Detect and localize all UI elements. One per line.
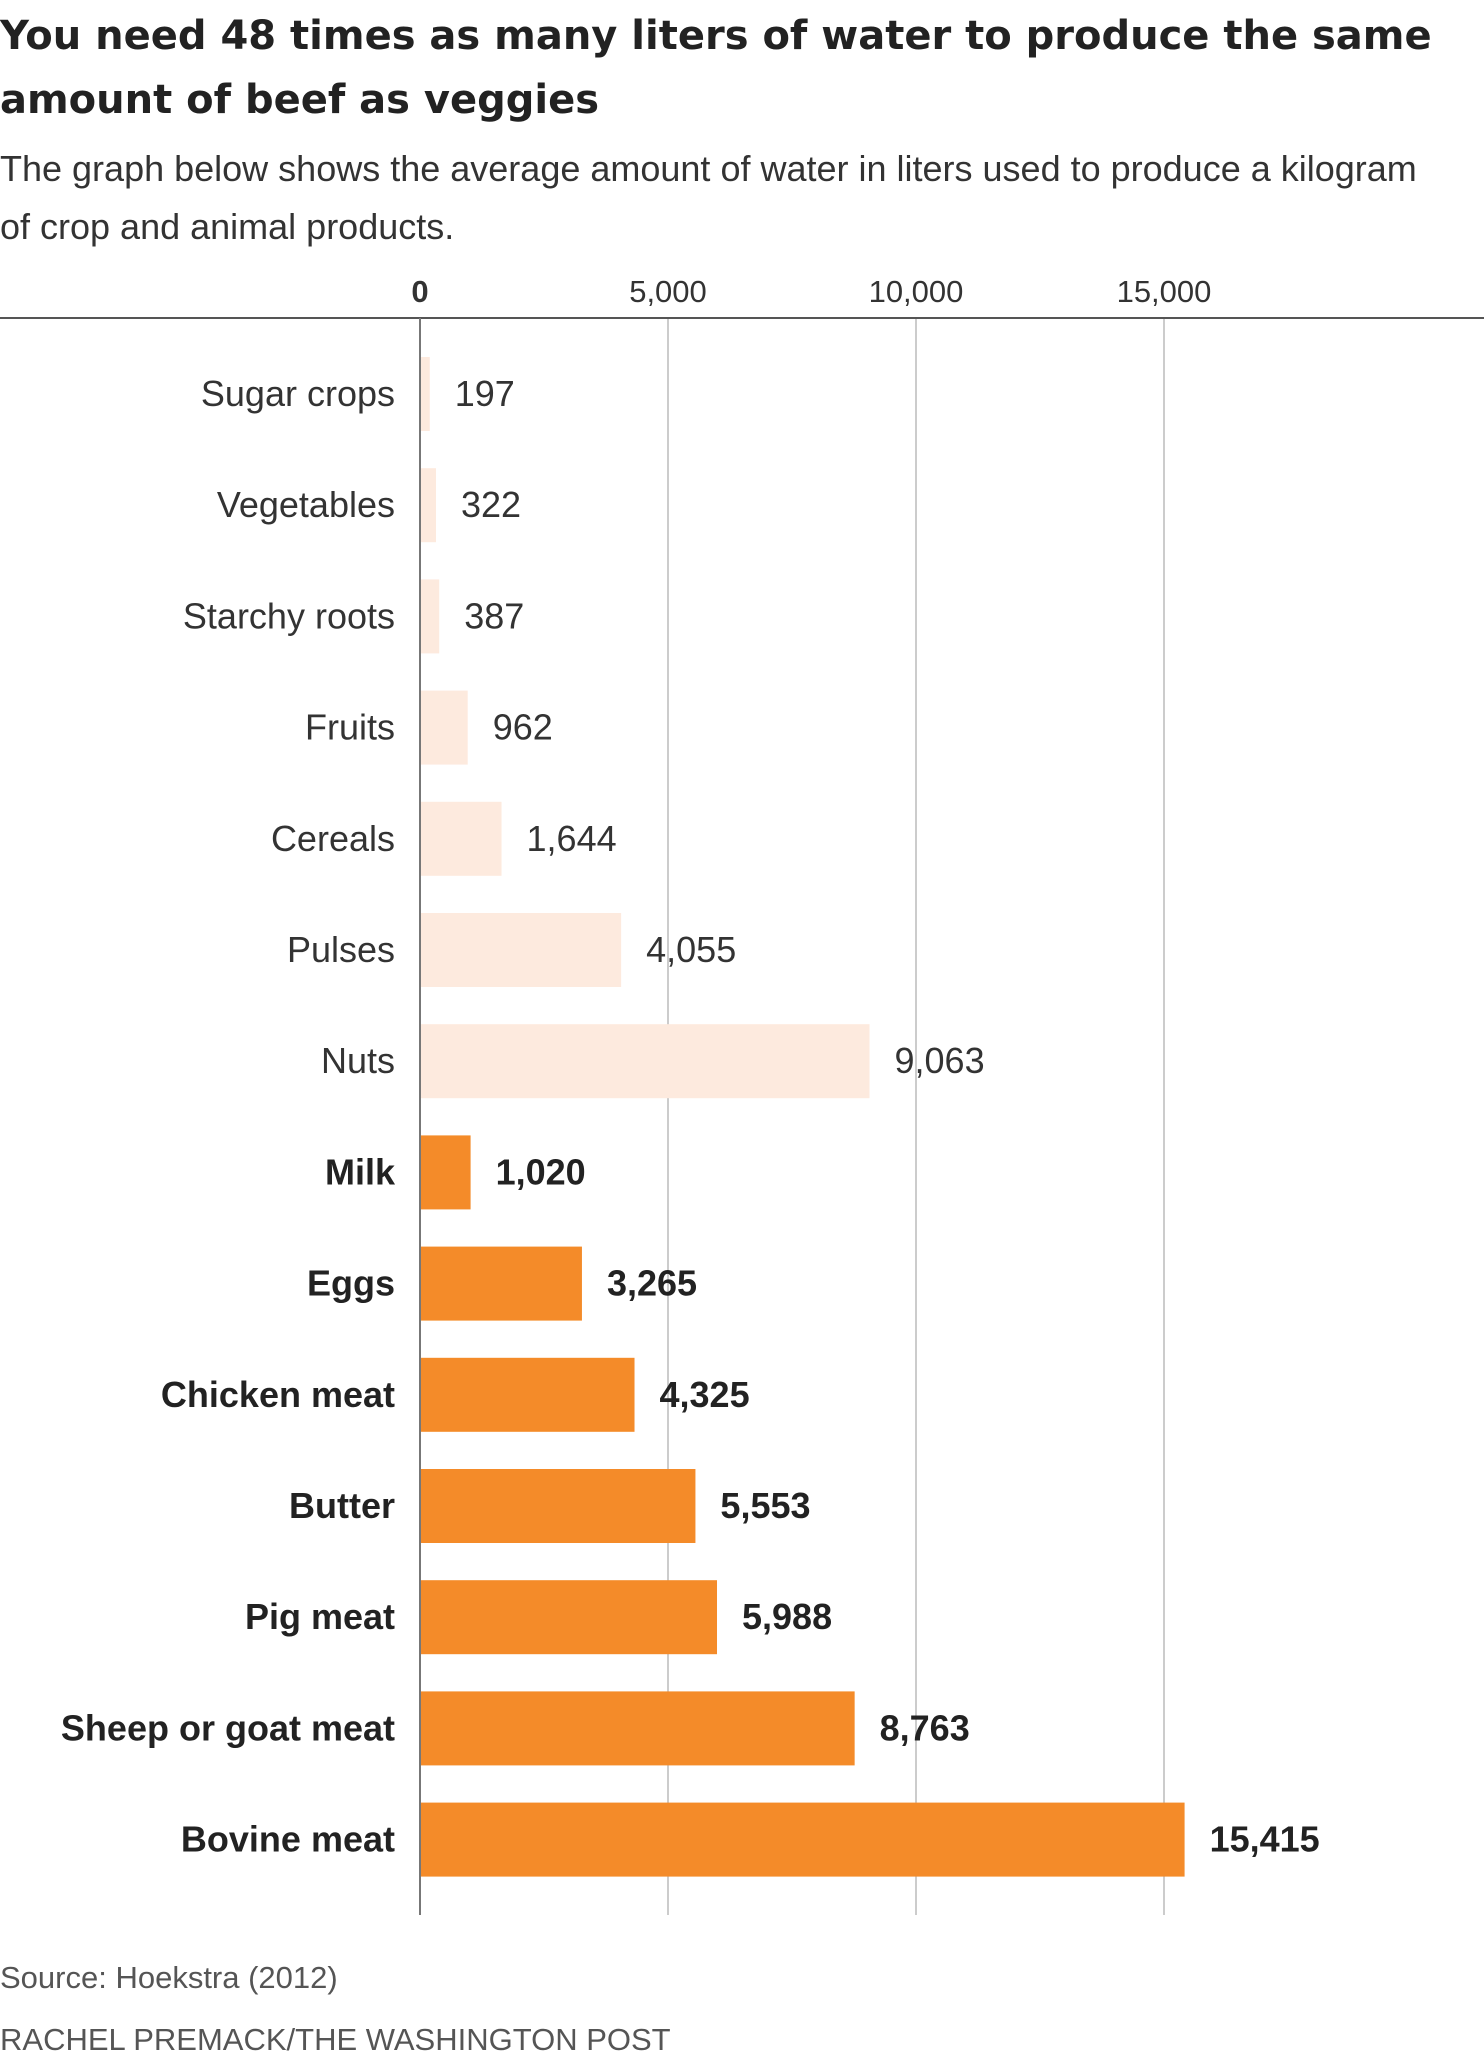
category-label: Eggs — [307, 1263, 395, 1304]
chart-title: You need 48 times as many liters of wate… — [0, 13, 1432, 123]
bar-vegetables — [420, 468, 436, 543]
category-label: Cereals — [271, 818, 395, 859]
x-tick-label: 10,000 — [869, 274, 964, 309]
value-label: 1,644 — [527, 818, 617, 859]
value-label: 322 — [461, 484, 521, 525]
value-label: 9,063 — [895, 1040, 985, 1081]
category-label: Sheep or goat meat — [61, 1707, 395, 1748]
source-note: Source: Hoekstra (2012) — [0, 1960, 338, 1995]
value-label: 387 — [464, 595, 524, 636]
gridlines — [667, 318, 1165, 1915]
bar-butter — [420, 1469, 696, 1543]
category-label: Starchy roots — [183, 595, 395, 636]
category-label: Sugar crops — [201, 373, 395, 414]
x-axis-ticks: 0 5,000 10,000 15,000 — [411, 274, 1211, 309]
bar-chicken-meat — [420, 1357, 635, 1432]
value-label: 3,265 — [607, 1263, 697, 1304]
bar-sugar-crops — [420, 357, 430, 431]
x-tick-label: 5,000 — [629, 274, 707, 309]
value-label: 197 — [455, 373, 515, 414]
category-label: Vegetables — [217, 484, 395, 525]
value-label: 15,415 — [1210, 1819, 1320, 1860]
category-label: Milk — [325, 1151, 396, 1192]
category-label: Chicken meat — [161, 1374, 395, 1415]
bar-bovine-meat — [420, 1802, 1185, 1877]
category-label: Pulses — [287, 929, 395, 970]
value-label: 1,020 — [496, 1151, 586, 1192]
bar-pulses — [420, 913, 622, 987]
bar-eggs — [420, 1246, 582, 1321]
bar-nuts — [420, 1024, 870, 1099]
credit-line: RACHEL PREMACK/THE WASHINGTON POST — [0, 2022, 671, 2057]
chart-subtitle: The graph below shows the average amount… — [0, 148, 1417, 247]
value-labels: 197 322 387 962 1,644 4,055 9,063 1,020 3,265 4,3… — [455, 373, 1320, 1860]
category-label: Nuts — [321, 1040, 395, 1081]
category-labels: Sugar crops Vegetables Starchy roots Fruits… — [61, 373, 396, 1860]
x-tick-label: 0 — [411, 274, 428, 309]
value-label: 962 — [493, 707, 553, 748]
bar-pig-meat — [420, 1580, 718, 1655]
bar-starchy-roots — [420, 579, 440, 654]
x-tick-label: 15,000 — [1117, 274, 1212, 309]
value-label: 4,055 — [646, 929, 736, 970]
value-label: 8,763 — [880, 1707, 970, 1748]
bar-fruits — [420, 690, 468, 765]
bar-sheep-or-goat-meat — [420, 1691, 855, 1766]
category-label: Fruits — [305, 707, 395, 748]
bar-cereals — [420, 801, 502, 876]
value-label: 5,988 — [742, 1596, 832, 1637]
bars — [420, 357, 1185, 1877]
bar-milk — [420, 1135, 471, 1210]
category-label: Pig meat — [245, 1596, 395, 1637]
value-label: 4,325 — [660, 1374, 750, 1415]
category-label: Bovine meat — [181, 1819, 395, 1860]
value-label: 5,553 — [720, 1485, 810, 1526]
bar-chart: 0 5,000 10,000 15,000 Sugar crops Vegetables… — [0, 274, 1484, 1915]
category-label: Butter — [289, 1485, 395, 1526]
